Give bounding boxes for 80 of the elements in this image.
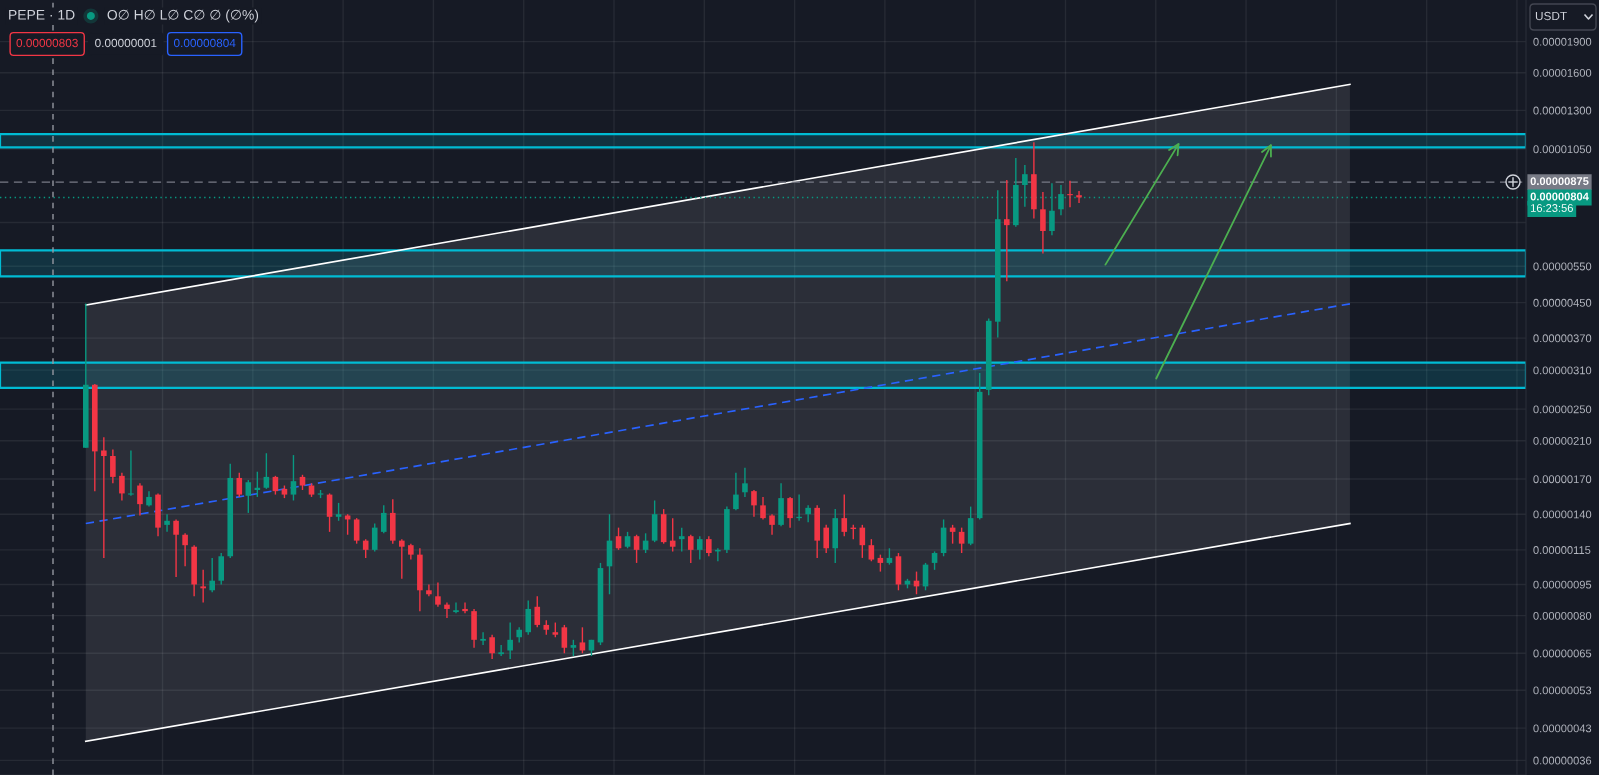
candlestick <box>164 513 170 533</box>
candlestick <box>479 631 487 646</box>
candlestick <box>263 452 270 490</box>
text: PEPE · 1D <box>9 10 75 20</box>
candlestick <box>669 517 676 553</box>
y-tick-label: 0.00000550 <box>1533 262 1592 271</box>
candlestick <box>200 569 206 604</box>
candlestick <box>399 538 405 580</box>
candlestick <box>119 472 125 502</box>
candlestick <box>742 466 748 498</box>
y-tick-label: 0.00000210 <box>1533 436 1592 445</box>
annotation: O∅ H∅ L∅ C∅ ∅ (∅%) <box>107 9 259 23</box>
candlestick <box>236 472 243 498</box>
y-tick-label: 0.00001900 <box>1533 37 1592 46</box>
y-tick-label: 0.00000043 <box>1533 724 1592 733</box>
candlestick <box>696 535 703 561</box>
candlestick <box>380 504 387 534</box>
text: 16:23:56 <box>1531 204 1573 212</box>
candlestick <box>371 522 378 553</box>
y-tick-label: 0.00001050 <box>1533 145 1592 154</box>
candlestick <box>110 448 116 485</box>
y-tick-label: 0.00000036 <box>1533 756 1592 765</box>
text: USDT <box>1535 11 1567 21</box>
y-tick-label: 0.00001300 <box>1533 106 1592 115</box>
candlestick <box>958 526 965 554</box>
candlestick <box>823 524 830 554</box>
candlestick <box>489 634 495 660</box>
y-tick-label: 0.00000065 <box>1533 649 1592 658</box>
candlestick <box>173 518 179 578</box>
candlestick <box>1004 179 1010 283</box>
candlestick <box>561 624 568 654</box>
candlestick <box>525 599 532 636</box>
candlestick <box>1040 191 1046 255</box>
candlestick <box>751 489 757 518</box>
annotation: 0.00000001 <box>95 38 157 48</box>
candlestick <box>452 601 460 615</box>
candlestick <box>733 472 739 512</box>
candlestick <box>805 504 811 523</box>
y-tick-label: 0.00000170 <box>1533 475 1592 484</box>
candlestick <box>1076 190 1082 204</box>
candlestick <box>353 517 360 545</box>
candlestick <box>245 479 252 514</box>
y-tick-label: 0.00000095 <box>1533 580 1592 589</box>
ref-line-label: 0.00000804 <box>1530 192 1589 201</box>
candlestick <box>426 583 432 597</box>
candlestick <box>706 535 712 557</box>
candlestick <box>678 526 685 553</box>
candlestick <box>769 513 775 536</box>
candlestick <box>137 482 143 517</box>
ref-line-label: 0.00000875 <box>1530 177 1589 186</box>
y-tick-label: 0.00000140 <box>1533 510 1592 519</box>
y-tick-label: 0.00000080 <box>1533 611 1592 620</box>
candlestick <box>868 538 875 562</box>
y-tick-label: 0.00000115 <box>1533 546 1591 554</box>
candlestick <box>687 534 694 564</box>
candlestick <box>633 534 640 564</box>
candlestick <box>760 496 766 521</box>
candlestick <box>209 557 215 593</box>
candlestick <box>462 601 468 615</box>
candlestick <box>182 532 188 568</box>
y-tick-label: 0.00000310 <box>1533 366 1592 375</box>
annotation: 0.00000803 <box>16 38 78 48</box>
annotation: 0.00000804 <box>173 38 236 48</box>
candlestick <box>444 601 450 619</box>
candlestick <box>507 621 513 660</box>
candlestick <box>931 550 938 571</box>
y-tick-label: 0.00000250 <box>1533 405 1592 414</box>
candlestick <box>841 493 848 537</box>
candlestick <box>497 644 505 657</box>
candlestick <box>1067 180 1073 208</box>
candlestick <box>534 595 541 629</box>
candlestick <box>435 581 441 608</box>
y-tick-label: 0.00001600 <box>1533 68 1592 77</box>
candlestick <box>128 449 134 497</box>
y-tick-label: 0.00000370 <box>1533 334 1592 343</box>
candlestick <box>290 454 297 502</box>
candlestick <box>101 436 107 559</box>
y-tick-label: 0.00000053 <box>1533 686 1592 695</box>
y-tick-label: 0.00000450 <box>1533 298 1592 307</box>
candlestick <box>787 496 793 529</box>
